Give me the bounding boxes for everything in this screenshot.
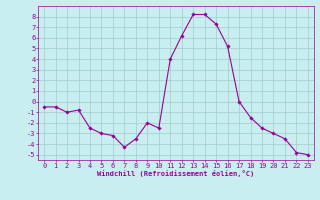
X-axis label: Windchill (Refroidissement éolien,°C): Windchill (Refroidissement éolien,°C) — [97, 170, 255, 177]
